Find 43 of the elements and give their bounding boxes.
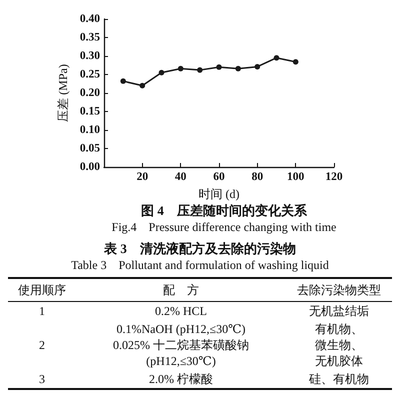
x-tick-label: 100	[287, 171, 305, 183]
y-tick-label: 0.25	[80, 68, 100, 80]
point	[216, 64, 222, 70]
point	[158, 70, 164, 76]
point	[254, 64, 260, 70]
text: 2.0% 柠檬酸	[76, 370, 286, 389]
point	[235, 66, 241, 72]
text: Fig.4 Pressure difference changing with time	[112, 220, 336, 234]
text: 使用顺序	[8, 278, 76, 302]
text: 无机盐结垢	[308, 303, 370, 320]
x-tick-label: 60	[213, 171, 225, 183]
x-tick-label: 40	[174, 171, 187, 183]
text: 表 3 清洗液配方及去除的污染物	[103, 240, 297, 257]
text: 硅、有机物	[286, 370, 392, 389]
x-tick-label: 120	[325, 171, 343, 183]
point	[292, 59, 298, 65]
x-tick-label: 20	[136, 171, 148, 183]
text: 0.2% HCL	[154, 303, 208, 320]
point	[197, 67, 203, 73]
text: 3	[8, 370, 76, 389]
text: 去除污染物类型	[286, 278, 392, 302]
y-tick-label: 0.40	[80, 13, 100, 25]
point	[120, 78, 126, 84]
y-axis-title: 压差 (MPa)	[56, 64, 70, 122]
point	[274, 55, 280, 61]
point	[178, 66, 184, 72]
y-tick-label: 0.10	[80, 124, 100, 136]
point	[140, 82, 146, 88]
text: 配 方	[76, 278, 286, 302]
x-tick-label: 80	[252, 171, 264, 183]
y-tick-label: 0.20	[80, 87, 100, 99]
text: 2	[38, 337, 46, 354]
text: 0.1%NaOH (pH12,≤30℃) 0.025% 十二烷基苯磺酸钠(pH12,≤30℃)	[112, 321, 250, 370]
text: Table 3 Pollutant and formulation of washing liquid	[70, 257, 330, 274]
text: 有机物、微生物、无机胶体	[314, 321, 364, 369]
text: 图 4 压差随时间的变化关系	[141, 203, 308, 218]
x-axis-title: 时间 (d)	[198, 186, 240, 201]
y-tick-label: 0.30	[80, 50, 100, 62]
y-tick-label: 0.15	[80, 106, 100, 118]
y-tick-label: 0.05	[80, 142, 100, 154]
text: 1	[38, 303, 46, 320]
y-tick-label: 0.35	[80, 32, 100, 44]
y-tick-label: 0.00	[80, 161, 100, 173]
